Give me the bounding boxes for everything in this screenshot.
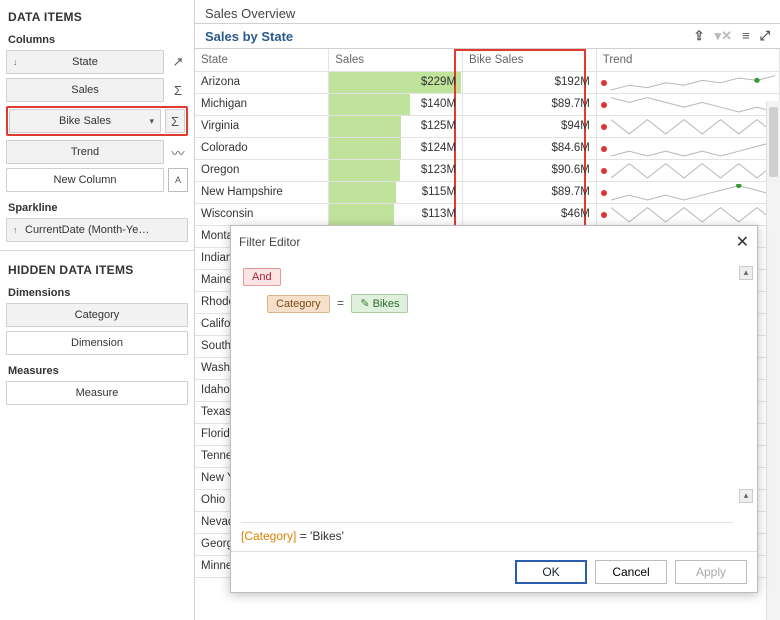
sales-cell: $124M [329, 137, 463, 159]
measure-placeholder[interactable]: Measure [6, 381, 188, 405]
sales-cell: $140M [329, 93, 463, 115]
table-row[interactable]: Michigan$140M$89.7M [195, 93, 780, 115]
bike-sales-cell: $46M [463, 203, 597, 225]
panel-title: Sales by State [205, 29, 293, 44]
column-pill-bike-sales-selected: Bike Sales Σ [6, 106, 188, 136]
table-row[interactable]: Colorado$124M$84.6M [195, 137, 780, 159]
sales-cell: $125M [329, 115, 463, 137]
divider [0, 250, 194, 251]
columns-heading: Columns [6, 28, 188, 50]
state-cell: Wisconsin [195, 203, 329, 225]
equals-operator: = [337, 296, 344, 310]
maximize-icon[interactable]: ⤢ [760, 28, 770, 44]
bike-sales-cell: $89.7M [463, 93, 597, 115]
column-pill-trend[interactable]: Trend 〰 [6, 140, 188, 164]
trend-cell [596, 159, 779, 181]
value-token[interactable]: ✎Bikes [351, 294, 408, 313]
and-operator-token[interactable]: And [243, 268, 281, 286]
new-column-button[interactable]: New Column A [6, 168, 188, 192]
table-row[interactable]: Virginia$125M$94M [195, 115, 780, 137]
column-pill-bike-sales[interactable]: Bike Sales [9, 109, 161, 133]
options-icon[interactable]: ≡ [742, 28, 750, 44]
state-cell: New Hampshire [195, 181, 329, 203]
vertical-scrollbar[interactable] [766, 101, 780, 620]
bike-sales-cell: $192M [463, 71, 597, 93]
table-row[interactable]: Oregon$123M$90.6M [195, 159, 780, 181]
sales-cell: $123M [329, 159, 463, 181]
data-items-heading: DATA ITEMS [6, 6, 188, 28]
bike-sales-cell: $90.6M [463, 159, 597, 181]
scroll-up-icon[interactable]: ▴ [739, 266, 753, 280]
trend-cell [596, 93, 779, 115]
bike-sales-cell: $94M [463, 115, 597, 137]
expression-preview: [Category] = 'Bikes' [241, 522, 733, 543]
state-cell: Oregon [195, 159, 329, 181]
column-pill-label[interactable]: Trend [6, 140, 164, 164]
filter-editor-dialog: Filter Editor ✕ And Category = ✎Bikes [C… [230, 225, 758, 593]
new-column-label[interactable]: New Column [6, 168, 164, 192]
dimensions-heading: Dimensions [6, 281, 188, 303]
sparkline-icon[interactable]: 〰 [168, 140, 188, 164]
swap-axes-icon[interactable]: ↗ [168, 50, 188, 74]
trend-cell [596, 181, 779, 203]
state-cell: Michigan [195, 93, 329, 115]
column-pill-label[interactable]: State [6, 50, 164, 74]
breadcrumb: Sales Overview [195, 0, 780, 23]
state-cell: Arizona [195, 71, 329, 93]
ok-button[interactable]: OK [515, 560, 587, 584]
scroll-down-icon[interactable]: ▴ [739, 489, 753, 503]
trend-cell [596, 137, 779, 159]
table-row[interactable]: New Hampshire$115M$89.7M [195, 181, 780, 203]
field-token[interactable]: Category [267, 295, 330, 313]
table-row[interactable]: Wisconsin$113M$46M [195, 203, 780, 225]
apply-button[interactable]: Apply [675, 560, 747, 584]
panel-title-bar: Sales by State ⇪ ▾✕ ≡ ⤢ [195, 23, 780, 49]
column-pill-state[interactable]: State ↗ [6, 50, 188, 74]
sparkline-pill[interactable]: CurrentDate (Month-Ye… [6, 218, 188, 242]
hidden-items-heading: HIDDEN DATA ITEMS [6, 259, 188, 281]
measures-heading: Measures [6, 359, 188, 381]
pencil-icon: ✎ [360, 298, 369, 310]
scrollbar-thumb[interactable] [769, 107, 778, 177]
sigma-icon[interactable]: Σ [165, 109, 185, 133]
dialog-body[interactable]: And Category = ✎Bikes [Category] = 'Bike… [231, 258, 757, 551]
sales-cell: $229M [329, 71, 463, 93]
dimension-category[interactable]: Category [6, 303, 188, 327]
sales-cell: $113M [329, 203, 463, 225]
table-row[interactable]: Arizona$229M$192M [195, 71, 780, 93]
trend-cell [596, 71, 779, 93]
dialog-scrollbar[interactable]: ▴ ▴ [739, 266, 753, 503]
sparkline-heading: Sparkline [6, 196, 188, 218]
trend-cell [596, 203, 779, 225]
sigma-icon[interactable]: Σ [168, 78, 188, 102]
state-cell: Colorado [195, 137, 329, 159]
column-header[interactable]: Sales [329, 49, 463, 71]
sparkline-field[interactable]: CurrentDate (Month-Ye… [6, 218, 188, 242]
trend-cell [596, 115, 779, 137]
column-header[interactable]: Bike Sales [463, 49, 597, 71]
dimension-placeholder[interactable]: Dimension [6, 331, 188, 355]
state-cell: Virginia [195, 115, 329, 137]
close-icon[interactable]: ✕ [736, 232, 749, 252]
cancel-button[interactable]: Cancel [595, 560, 667, 584]
column-pill-label[interactable]: Sales [6, 78, 164, 102]
dialog-title: Filter Editor [239, 235, 300, 249]
filter-clear-icon[interactable]: ▾✕ [715, 28, 732, 44]
data-items-panel: DATA ITEMS Columns State ↗ Sales Σ Bike … [0, 0, 195, 620]
text-icon[interactable]: A [168, 168, 188, 192]
sales-cell: $115M [329, 181, 463, 203]
export-icon[interactable]: ⇪ [694, 28, 705, 44]
column-pill-sales[interactable]: Sales Σ [6, 78, 188, 102]
bike-sales-cell: $84.6M [463, 137, 597, 159]
bike-sales-cell: $89.7M [463, 181, 597, 203]
column-header[interactable]: Trend [596, 49, 779, 71]
column-header[interactable]: State [195, 49, 329, 71]
